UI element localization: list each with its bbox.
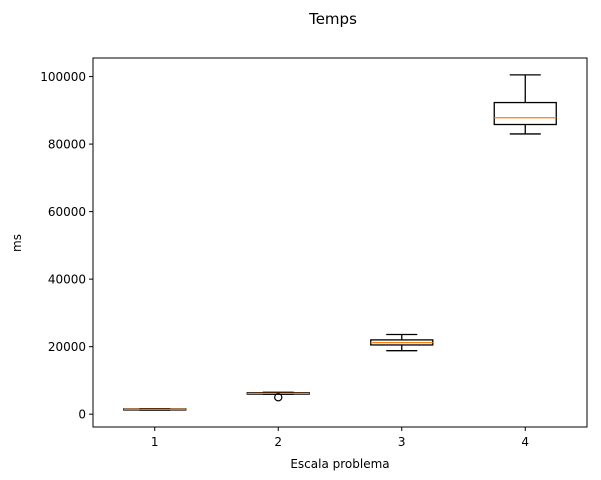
plot-area (123, 74, 557, 411)
box-group-1 (123, 407, 187, 411)
y-tick-label: 0 (78, 408, 86, 422)
y-tick-label: 20000 (48, 340, 86, 354)
y-tick-label: 40000 (48, 273, 86, 287)
y-tick-label: 60000 (48, 205, 86, 219)
box-group-2 (246, 391, 310, 402)
plot-frame (92, 57, 588, 428)
y-tick-label: 100000 (40, 70, 86, 84)
x-tick-label: 2 (274, 435, 282, 449)
x-tick-label: 1 (151, 435, 159, 449)
chart-title: Temps (308, 10, 357, 28)
x-axis-label: Escala problema (290, 457, 389, 471)
x-tick-label: 4 (521, 435, 529, 449)
box-iqr (493, 101, 557, 126)
y-tick-label: 80000 (48, 138, 86, 152)
axis-ticks: 1 2 3 4 0 20000 40000 60000 80000 100000 (40, 70, 529, 449)
y-axis-label: ms (10, 234, 24, 252)
box-group-3 (370, 333, 434, 352)
outlier-point (274, 393, 283, 402)
x-tick-label: 3 (398, 435, 406, 449)
box-group-4 (493, 74, 557, 135)
